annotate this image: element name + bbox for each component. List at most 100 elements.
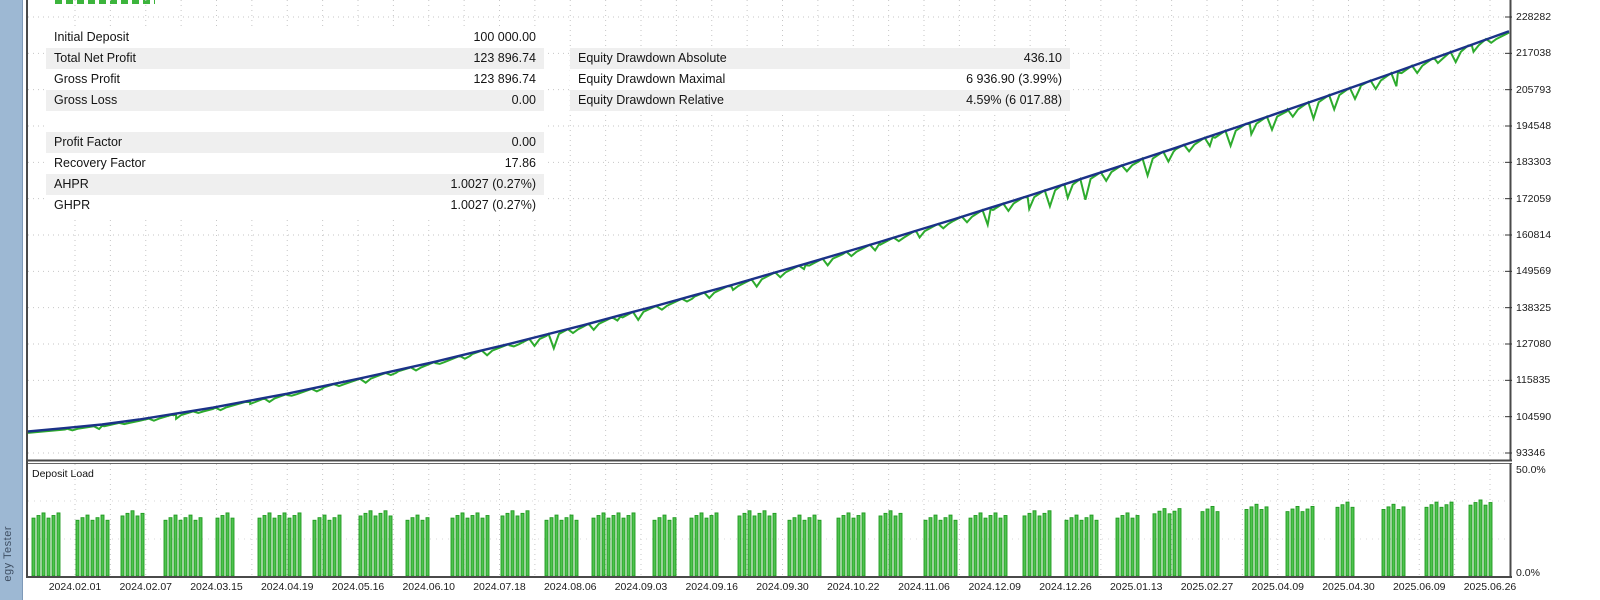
deposit-load-bar	[747, 510, 752, 577]
deposit-load-bar	[525, 510, 530, 577]
deposit-load-bar	[1210, 505, 1215, 577]
deposit-load-bar	[948, 514, 953, 577]
stat-label: AHPR	[54, 177, 89, 191]
deposit-load-bar	[173, 514, 178, 577]
deposit-load-bar	[297, 512, 302, 577]
deposit-load-bar	[1468, 504, 1473, 577]
deposit-load-bar	[262, 515, 267, 577]
deposit-load-bar	[878, 515, 883, 577]
deposit-load-bar	[1027, 512, 1032, 577]
deposit-load-bar	[1215, 511, 1220, 577]
stat-row: Equity Drawdown Maximal 6 936.90 (3.99%)	[570, 69, 1070, 90]
deposit-load-bar	[662, 514, 667, 577]
deposit-load-bar	[1350, 506, 1355, 577]
deposit-load-bar	[554, 514, 559, 577]
stat-row: Recovery Factor 17.86	[46, 153, 544, 174]
deposit-load-bar	[836, 517, 841, 577]
deposit-load-bar	[841, 515, 846, 577]
y-axis-tick-label: 115835	[1516, 374, 1551, 387]
deposit-load-bar	[75, 519, 80, 577]
deposit-load-bar	[928, 517, 933, 577]
deposit-load-bar	[337, 514, 342, 577]
deposit-load-bar	[1478, 499, 1483, 577]
deposit-load-bar	[358, 515, 363, 577]
x-axis-date-label: 2024.09.03	[614, 581, 668, 593]
stat-label: GHPR	[54, 198, 91, 212]
deposit-load-bar	[1152, 513, 1157, 577]
deposit-load-bar	[257, 517, 262, 577]
deposit-load-bar	[762, 510, 767, 577]
deposit-load-bar	[1135, 515, 1140, 577]
deposit-load-bar	[1120, 515, 1125, 577]
deposit-load-bar	[591, 517, 596, 577]
deposit-load-bar	[1084, 517, 1089, 577]
deposit-load-bar	[652, 519, 657, 577]
deposit-load-bar	[388, 515, 393, 577]
y-axis-tick-label: 93346	[1516, 447, 1546, 459]
deposit-load-bar	[1200, 511, 1205, 577]
deposit-load-bar	[616, 512, 621, 577]
deposit-load-bar	[1401, 506, 1406, 577]
deposit-load-bar	[140, 512, 145, 577]
x-axis-date-label: 2024.07.18	[473, 581, 526, 593]
deposit-load-bar	[1335, 506, 1340, 577]
deposit-load-bar	[46, 517, 51, 577]
stat-row: Total Net Profit 123 896.74	[46, 48, 544, 69]
y-axis-tick-label: 138325	[1516, 301, 1552, 314]
y-axis-tick-label: 183303	[1516, 156, 1552, 169]
deposit-load-bar	[988, 515, 993, 577]
deposit-load-bar	[1305, 508, 1310, 577]
stat-label: Profit Factor	[54, 135, 123, 149]
deposit-load-bar	[856, 515, 861, 577]
x-axis-date-label: 2024.06.10	[402, 581, 456, 593]
stat-value: 0.00	[511, 135, 536, 149]
deposit-load-bar	[1473, 502, 1478, 577]
stat-value: 6 936.90 (3.99%)	[966, 72, 1062, 86]
deposit-load-bar	[1022, 515, 1027, 577]
x-axis-date-label: 2024.11.06	[898, 581, 950, 593]
deposit-load-bar	[802, 519, 807, 577]
x-axis-date-label: 2024.09.16	[685, 581, 739, 593]
deposit-load-bar	[410, 517, 415, 577]
y-axis-tick-label: 217038	[1516, 47, 1552, 60]
deposit-load-bar	[1042, 512, 1047, 577]
deposit-load-bar	[626, 515, 631, 577]
stat-label: Total Net Profit	[54, 51, 136, 65]
deposit-load-bar	[601, 512, 606, 577]
deposit-load-bar	[510, 510, 515, 577]
deposit-load-bar	[812, 514, 817, 577]
deposit-load-bar	[85, 514, 90, 577]
deposit-load-bar	[183, 517, 188, 577]
deposit-load-bar	[312, 519, 317, 577]
deposit-load-bar	[220, 515, 225, 577]
deposit-load-bar	[373, 515, 378, 577]
deposit-load-bar	[943, 517, 948, 577]
stat-label: Equity Drawdown Relative	[578, 93, 724, 107]
deposit-load-bar	[215, 517, 220, 577]
y-axis-tick-label: 172059	[1516, 192, 1552, 205]
deposit-load-bar	[317, 517, 322, 577]
deposit-load-bar	[983, 517, 988, 577]
deposit-load-bar	[1340, 504, 1345, 577]
deposit-load-bar	[460, 512, 465, 577]
deposit-load-bar	[485, 515, 490, 577]
deposit-load-bar	[772, 512, 777, 577]
deposit-load-bar	[287, 517, 292, 577]
deposit-load-bar	[1157, 510, 1162, 577]
deposit-load-bar	[267, 512, 272, 577]
deposit-load-bar	[465, 517, 470, 577]
deposit-load-bar	[1115, 517, 1120, 577]
deposit-load-bar	[621, 517, 626, 577]
stat-value: 1.0027 (0.27%)	[450, 198, 536, 212]
deposit-load-bar	[383, 510, 388, 577]
x-axis-date-label: 2024.12.09	[968, 581, 1022, 593]
deposit-load-bar	[1259, 509, 1264, 577]
deposit-load-chart[interactable]	[28, 463, 1512, 578]
deposit-load-bar	[105, 519, 110, 577]
deposit-load-bar	[672, 517, 677, 577]
deposit-load-bar	[120, 515, 125, 577]
stat-value: 17.86	[504, 156, 536, 170]
deposit-load-bar	[933, 514, 938, 577]
deposit-load-bar	[787, 519, 792, 577]
deposit-load-bar	[188, 514, 193, 577]
